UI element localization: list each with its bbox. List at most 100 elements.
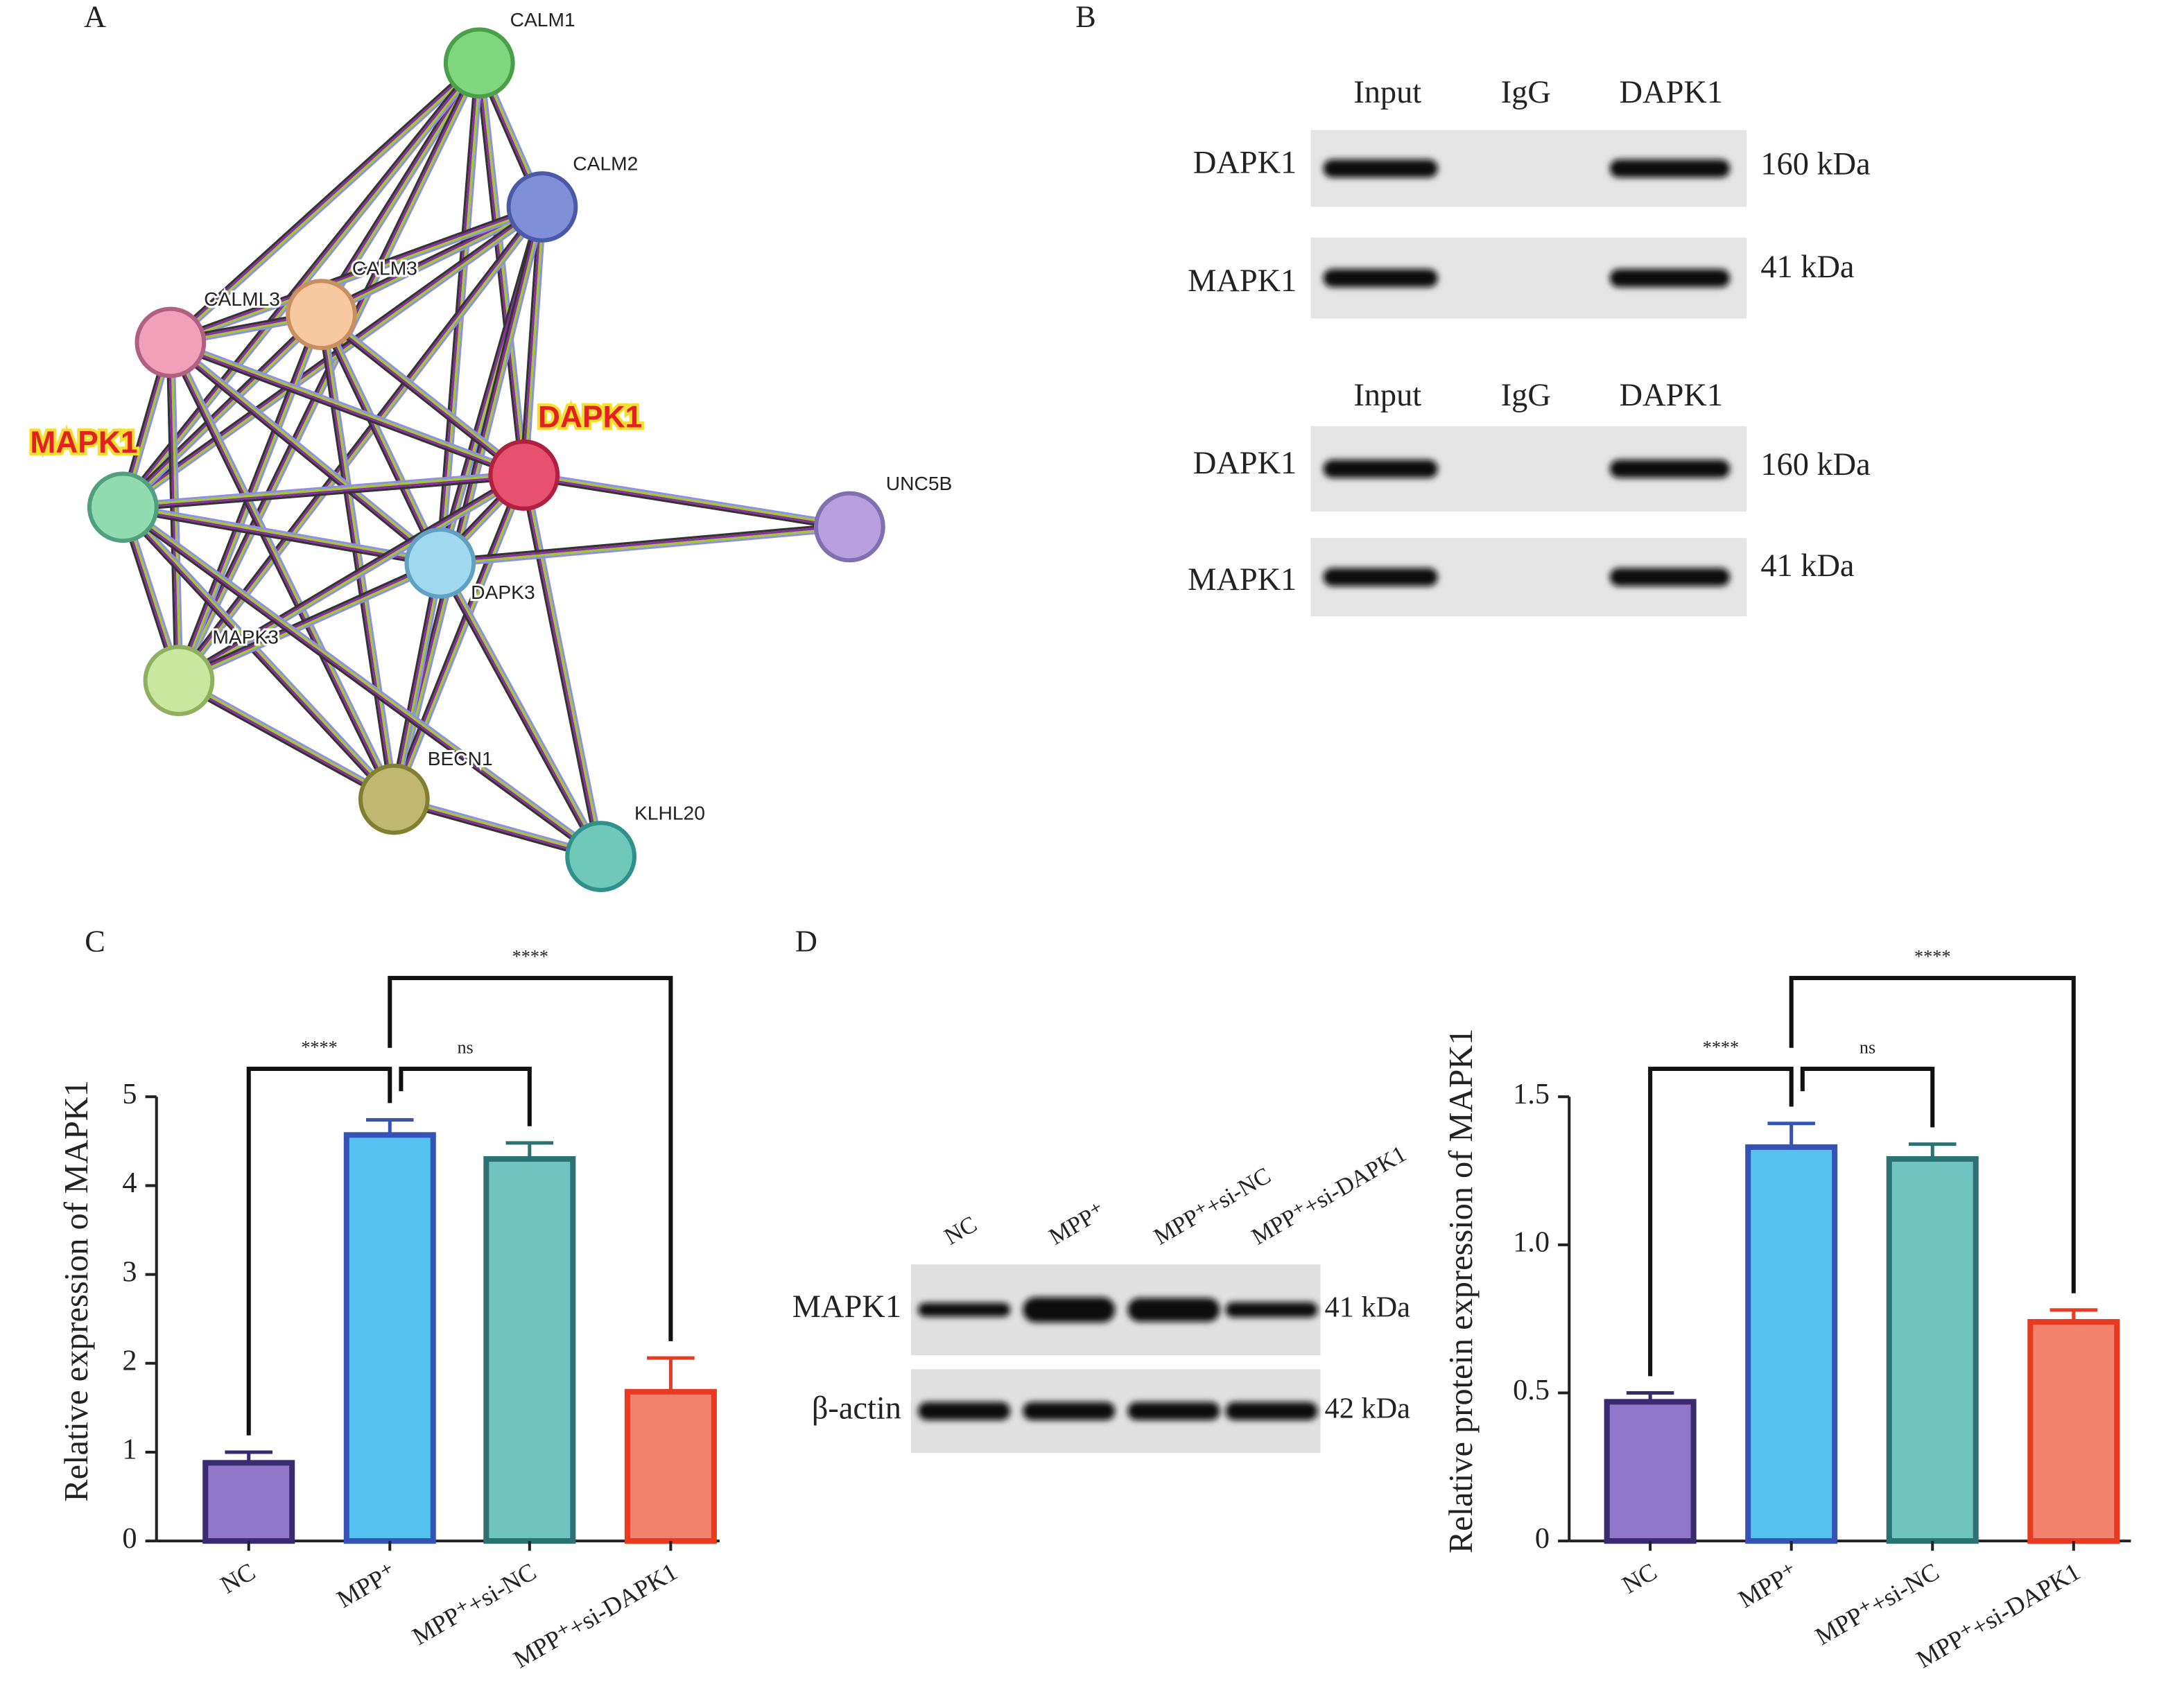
network-edge <box>119 508 392 803</box>
network-edge <box>180 208 546 683</box>
network-edge <box>523 474 603 857</box>
lane-label: IgG <box>1501 378 1551 413</box>
y-axis-label: Relative protein expression of MAPK1 <box>1443 1029 1480 1554</box>
protein-node <box>443 27 515 99</box>
network-edge <box>523 473 850 527</box>
y-tick-label: 0.5 <box>1513 1374 1550 1406</box>
y-tick-label: 3 <box>122 1255 137 1288</box>
network-edge <box>390 473 522 799</box>
network-edge <box>319 314 440 564</box>
significance-bracket <box>1789 975 2076 1293</box>
network-edge <box>395 794 603 855</box>
panel-label: B <box>1075 0 1096 34</box>
bar <box>1745 1144 1838 1544</box>
blot-band <box>1023 1402 1116 1420</box>
network-edge <box>523 477 849 532</box>
blot-band <box>1127 1402 1220 1420</box>
network-edge <box>173 342 184 681</box>
network-edge <box>167 60 478 341</box>
network-edge <box>393 799 601 859</box>
network-edge <box>167 344 439 567</box>
network-edge <box>122 470 524 505</box>
network-edge <box>390 562 438 799</box>
y-tick-label: 1.5 <box>1513 1078 1550 1110</box>
network-edge <box>481 62 529 476</box>
network-edge <box>169 342 524 478</box>
protein-label: KLHL20 <box>634 802 705 824</box>
blot-band <box>1323 159 1438 178</box>
blot-band <box>1225 1402 1318 1420</box>
protein-label: CALM1 <box>510 8 575 30</box>
bar <box>202 1460 295 1544</box>
x-tick-label: MPP⁺ <box>332 1558 401 1614</box>
network-edge <box>524 471 851 525</box>
y-tick-label: 5 <box>122 1078 137 1110</box>
protein-node <box>286 279 357 351</box>
blot-band <box>1609 159 1731 178</box>
network-edge <box>170 340 442 564</box>
blot-band <box>918 1402 1011 1420</box>
significance-bracket <box>1800 1066 1935 1128</box>
network-edge <box>168 202 541 340</box>
network-edge <box>175 204 541 679</box>
network-edge <box>177 561 440 681</box>
network-edges <box>119 60 851 861</box>
network-edge <box>440 526 850 566</box>
significance-label: **** <box>301 1038 337 1058</box>
network-edge <box>171 338 443 561</box>
significance-label: **** <box>1703 1038 1739 1058</box>
bar <box>483 1155 576 1544</box>
network-edge <box>172 64 483 346</box>
network-edge <box>170 62 481 344</box>
network-edge <box>176 471 523 679</box>
lane-label: Input <box>1353 378 1421 413</box>
protein-node <box>135 306 207 378</box>
network-edge <box>317 315 392 800</box>
network-edge <box>177 473 524 681</box>
size-label: 42 kDa <box>1325 1392 1411 1424</box>
network-edge <box>319 314 395 800</box>
network-edge <box>479 62 526 476</box>
network-edge <box>323 313 399 799</box>
network-edge <box>523 475 850 530</box>
network-edge <box>121 507 395 801</box>
blot-band <box>1609 568 1731 586</box>
y-axis-label: Relative expression of MAPK1 <box>58 1080 95 1501</box>
network-edge <box>321 314 397 799</box>
panel-label: A <box>84 0 106 34</box>
network-edge <box>180 565 442 685</box>
network-edge <box>392 801 600 861</box>
size-label: 41 kDa <box>1760 250 1854 285</box>
network-edge <box>178 678 395 799</box>
blot-band <box>1609 460 1731 478</box>
bar <box>2027 1318 2120 1544</box>
network-edge <box>477 62 524 476</box>
network-edge <box>123 477 525 512</box>
network-edge <box>321 313 442 564</box>
network-edge <box>124 504 398 798</box>
network-edge <box>123 314 323 509</box>
network-edge <box>168 61 480 342</box>
network-edge <box>120 509 600 860</box>
significance-label: ns <box>1860 1038 1875 1058</box>
network-edge <box>435 205 540 563</box>
blot-band <box>1323 269 1438 288</box>
size-label: 160 kDa <box>1760 447 1870 482</box>
network-edge <box>124 209 545 512</box>
protein-label: DAPK3 <box>471 581 535 603</box>
network-edge <box>168 342 440 565</box>
protein-label: CALM2 <box>573 152 638 174</box>
network-edge <box>436 564 599 859</box>
lane-label: NC <box>939 1211 981 1250</box>
network-edge <box>123 475 525 509</box>
network-edge <box>119 311 320 506</box>
x-tick-label: NC <box>1618 1558 1662 1599</box>
significance-label: **** <box>1914 947 1950 967</box>
network-edge <box>177 559 440 679</box>
network-edge <box>320 314 524 477</box>
blot-band <box>1127 1298 1220 1322</box>
protein-label: MAPK3 <box>212 626 279 648</box>
protein-node <box>565 821 636 893</box>
blot-band <box>918 1302 1011 1317</box>
network-edge <box>394 563 443 800</box>
